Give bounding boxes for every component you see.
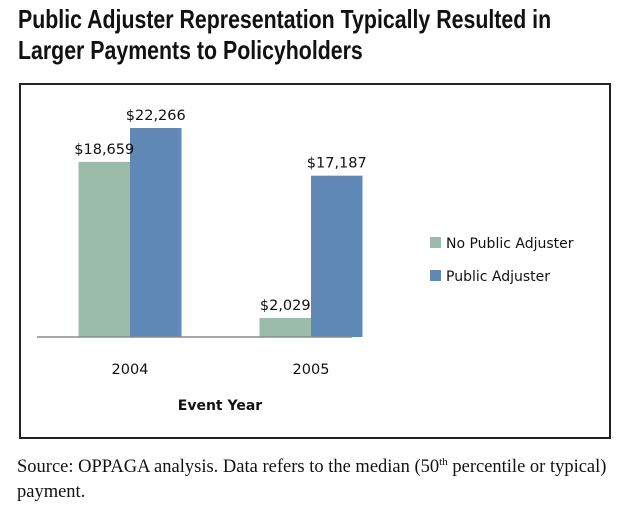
x-tick-label: 2005 (293, 362, 330, 378)
chart-frame (19, 83, 611, 439)
legend-label: Public Adjuster (446, 269, 550, 285)
source-note: Source: OPPAGA analysis. Data refers to … (17, 455, 632, 505)
page-title: Public Adjuster Representation Typically… (18, 4, 552, 66)
title-line-2: Larger Payments to Policyholders (18, 35, 363, 65)
legend-label: No Public Adjuster (446, 236, 574, 252)
data-label: $17,187 (307, 156, 367, 172)
legend-swatch (430, 237, 441, 248)
bar-2004-public-adjuster (130, 128, 182, 337)
data-label: $18,659 (74, 142, 134, 158)
source-text-suffix: percentile or typical) payment. (17, 457, 607, 502)
bar-2005-no-public-adjuster (259, 317, 311, 337)
source-text-prefix: Source: OPPAGA analysis. Data refers to … (17, 457, 440, 477)
x-axis-title: Event Year (178, 398, 263, 414)
data-label: $22,266 (126, 108, 186, 124)
source-superscript: th (439, 455, 448, 468)
bar-2004-no-public-adjuster (78, 161, 130, 337)
legend-swatch (430, 270, 441, 281)
title-line-1: Public Adjuster Representation Typically… (18, 4, 552, 34)
bar-2005-public-adjuster (311, 175, 363, 337)
x-tick-label: 2004 (112, 362, 149, 378)
data-label: $2,029 (260, 298, 311, 314)
